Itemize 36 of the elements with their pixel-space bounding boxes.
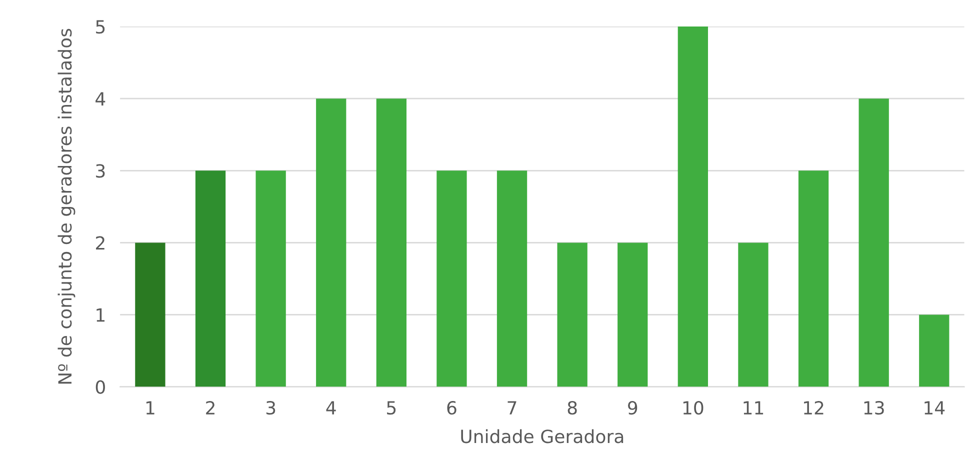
bar <box>436 170 467 387</box>
bar <box>316 98 346 387</box>
x-axis-title: Unidade Geradora <box>461 429 624 444</box>
x-tick-label: 8 <box>568 400 577 415</box>
y-tick-label: 0 <box>96 380 105 394</box>
y-tick-label: 1 <box>96 308 104 322</box>
x-tick-label: 12 <box>804 400 824 414</box>
x-tick-label: 13 <box>864 400 884 415</box>
x-tick-label: 2 <box>206 400 214 414</box>
bar <box>557 242 588 387</box>
bar <box>678 26 708 387</box>
bar <box>135 242 166 387</box>
x-tick-label: 9 <box>628 400 638 415</box>
x-tick-label: 5 <box>387 401 396 415</box>
x-tick-label: 14 <box>924 401 945 414</box>
x-tick-label: 1 <box>146 401 154 414</box>
bar <box>858 98 889 387</box>
y-tick-label: 4 <box>96 92 106 106</box>
bar <box>618 242 648 387</box>
bar <box>738 242 768 387</box>
bar <box>919 314 950 387</box>
y-tick-label: 2 <box>96 236 104 250</box>
x-tick-label: 10 <box>683 400 704 415</box>
bar <box>496 170 528 387</box>
y-tick-label: 3 <box>96 164 105 178</box>
x-tick-label: 4 <box>326 401 336 414</box>
x-tick-label: 7 <box>508 401 516 414</box>
bar <box>256 170 286 387</box>
bar <box>376 98 406 387</box>
bar <box>195 170 226 387</box>
y-axis-title: Nº de conjunto de geradores instalados <box>58 28 76 384</box>
x-tick-label: 3 <box>266 400 276 415</box>
x-tick-label: 11 <box>744 401 764 414</box>
x-tick-label: 6 <box>447 400 456 415</box>
y-tick-label: 5 <box>96 20 105 34</box>
bar <box>798 170 829 387</box>
